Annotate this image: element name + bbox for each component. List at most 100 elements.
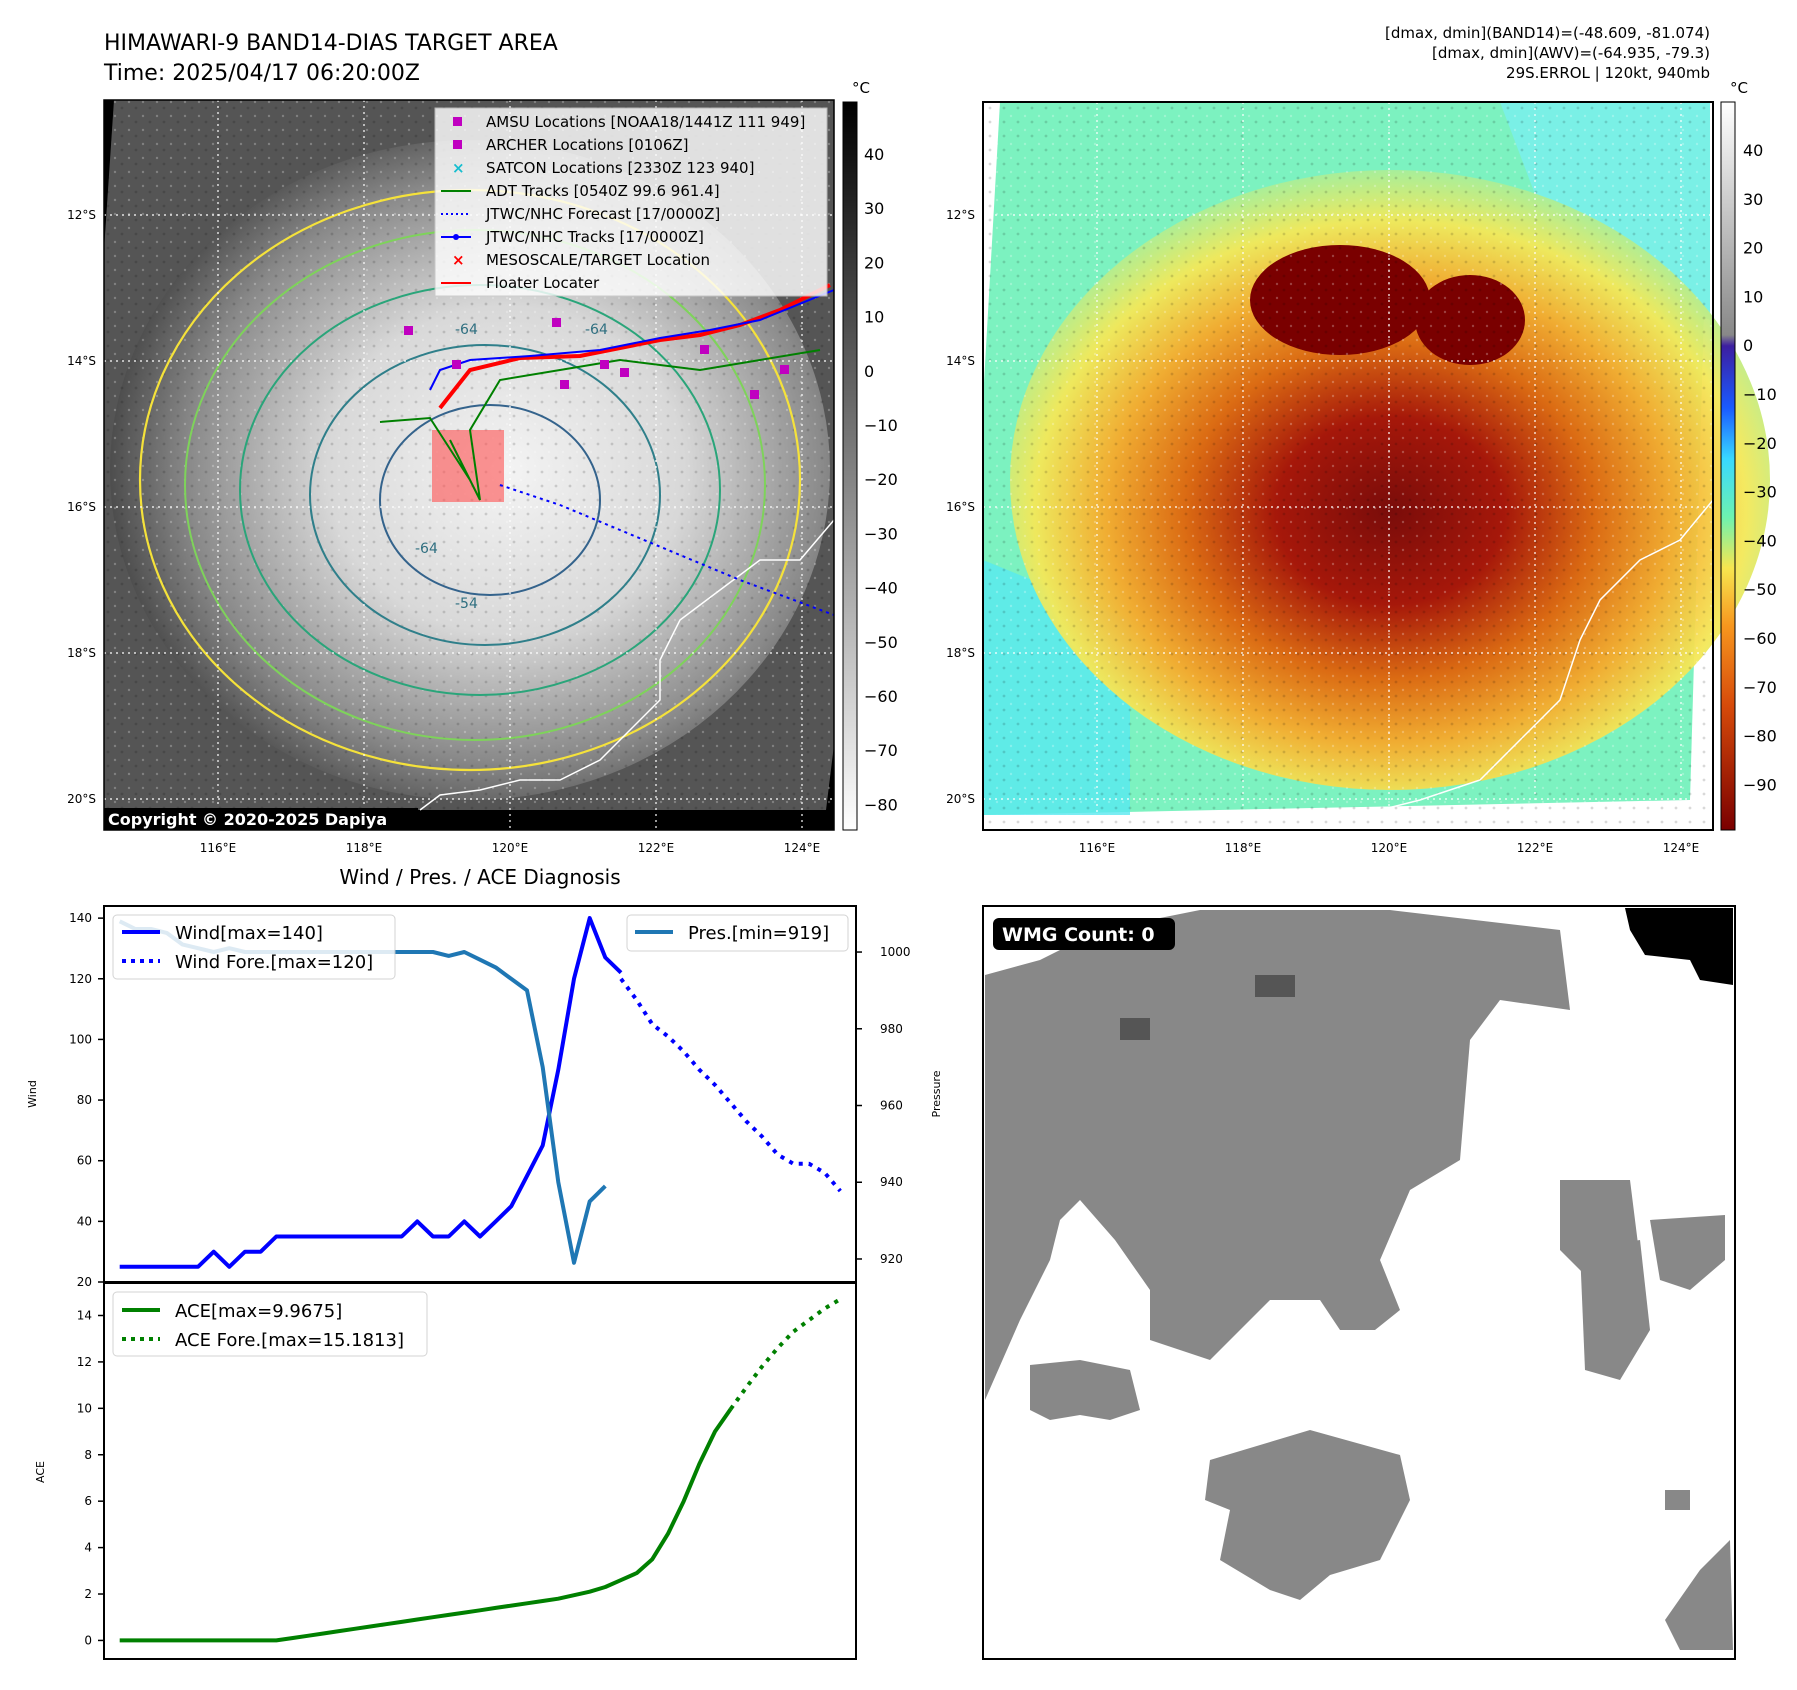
ace-axis-ticks: 0 2 4 6 8 10 12 14 (77, 1308, 104, 1647)
lon-tick-label: 120°E (492, 841, 529, 855)
contour-minus64 (379, 404, 601, 596)
colorbar-tick-label: 20 (1743, 239, 1763, 258)
wmg-region (1665, 1490, 1690, 1510)
tick-label: 12 (77, 1355, 92, 1369)
tick-label: 20 (77, 1275, 92, 1289)
lon-tick-label: 116°E (200, 841, 237, 855)
wmg-region (1300, 990, 1440, 1080)
colorbar-tick-label: −50 (1743, 580, 1777, 599)
ir-map-panel: -64 -54 -64 -64 °C 40 30 (103, 79, 898, 831)
legend-label: ARCHER Locations [0106Z] (486, 136, 689, 154)
lon-tick-label: 122°E (638, 841, 675, 855)
lat-tick-label: 12°S (67, 208, 96, 222)
color-colorbar-ticks: 40 30 20 10 0 −10 −20 −30 −40 −50 −60 −70 −80 −90 (1743, 141, 1777, 794)
wmg-panel: WMG Count: 0 (982, 905, 1736, 1660)
tick-label: 60 (77, 1154, 92, 1168)
wmg-dark-cell (1120, 1018, 1150, 1040)
lat-tick-label: 20°S (946, 792, 975, 806)
colorbar-tick-label: 10 (1743, 287, 1763, 306)
colorbar-tick-label: −70 (864, 741, 898, 760)
color-ir-map-panel: °C 40 30 20 10 0 −10 −20 −30 −40 −50 −60 −70 −80 −90 (982, 79, 1777, 831)
tick-label: 960 (880, 1099, 903, 1113)
ace-legend-label: ACE[max=9.9675] (175, 1301, 342, 1322)
lon-tick-label: 118°E (346, 841, 383, 855)
color-ir-colorbar (1720, 101, 1736, 831)
pressure-axis-ticks: 920 940 960 980 1000 (856, 945, 911, 1266)
wind-legend-label: Wind[max=140] (175, 923, 323, 944)
legend-marker (453, 140, 462, 149)
map-legend-entries: AMSU Locations [NOAA18/1441Z 111 949] ARC… (441, 113, 805, 292)
wind-axis-label: Wind (26, 1080, 39, 1108)
ace-line (119, 1407, 733, 1643)
colorbar-tick-label: −40 (1743, 531, 1777, 550)
ir-colorbar-unit: °C (852, 79, 870, 97)
tick-label: 6 (84, 1494, 92, 1508)
wind-line (619, 977, 842, 1193)
legend-label: SATCON Locations [2330Z 123 940] (486, 159, 754, 177)
ir-map-axis-labels: 116°E 118°E 120°E 122°E 124°E 12°S 14°S 16°S 18°… (67, 208, 820, 855)
jtwc-forecast-track (499, 484, 835, 616)
ir-colorbar (842, 101, 858, 831)
colorbar-tick-label: 40 (864, 145, 884, 164)
target-area-box (432, 430, 504, 502)
lat-tick-label: 18°S (946, 646, 975, 660)
wmg-dark-region (1625, 908, 1733, 985)
colorbar-tick-label: −20 (1743, 434, 1777, 453)
tick-label: 0 (84, 1633, 92, 1647)
color-map-gridlines (983, 102, 1713, 830)
colorbar-tick-label: 0 (864, 362, 874, 381)
colorbar-tick-label: 30 (1743, 190, 1763, 209)
wmg-region (1650, 1215, 1725, 1290)
color-cloud-texture (983, 102, 1713, 830)
colorbar-tick-label: −30 (1743, 483, 1777, 502)
ace-legend (112, 1291, 428, 1357)
coastline (1379, 499, 1714, 811)
colorbar-tick-label: −20 (864, 470, 898, 489)
wmg-region (1030, 1360, 1140, 1420)
colorbar-tick-label: −70 (1743, 678, 1777, 697)
tick-label: 120 (69, 972, 92, 986)
wmg-dark-cell (1255, 975, 1295, 997)
lat-tick-label: 16°S (946, 500, 975, 514)
legend-marker: × (452, 251, 465, 269)
ir-map-frame (103, 99, 835, 831)
colorbar-tick-label: −90 (1743, 775, 1777, 794)
lat-tick-label: 16°S (67, 500, 96, 514)
amsu-archer-markers (404, 318, 789, 399)
wmg-region (1580, 1240, 1650, 1380)
lat-tick-label: 14°S (946, 354, 975, 368)
contour-minus54 (309, 344, 661, 646)
legend-label: Floater Locater (486, 274, 600, 292)
tick-label: 4 (84, 1541, 92, 1555)
tick-label: 940 (880, 1175, 903, 1189)
pressure-legend-label: Pres.[min=919] (688, 923, 829, 944)
wmg-count-label: WMG Count: 0 (1002, 924, 1155, 946)
figure-time: Time: 2025/04/17 06:20:00Z (103, 61, 420, 86)
tick-label: 14 (77, 1308, 92, 1322)
tick-label: 1000 (880, 945, 911, 959)
colorbar-tick-label: 0 (1743, 336, 1753, 355)
colorbar-tick-label: −30 (864, 524, 898, 543)
lon-tick-label: 120°E (1371, 841, 1408, 855)
tick-label: 980 (880, 1022, 903, 1036)
coastline (419, 519, 835, 811)
info-awv-range: [dmax, dmin](AWV)=(-64.935, -79.3) (1432, 44, 1710, 62)
wind-axis-ticks: 20 40 60 80 100 120 140 (69, 911, 104, 1289)
contour-label: -64 (585, 322, 608, 338)
legend-label: JTWC/NHC Tracks [17/0000Z] (485, 228, 704, 246)
lon-tick-label: 124°E (1663, 841, 1700, 855)
colorbar-tick-label: −60 (864, 687, 898, 706)
tick-label: 920 (880, 1252, 903, 1266)
ace-axis-label: ACE (34, 1461, 47, 1483)
tick-label: 2 (84, 1587, 92, 1601)
pressure-legend (626, 914, 849, 952)
legend-marker: × (452, 159, 465, 177)
pressure-axis-label: Pressure (930, 1070, 943, 1117)
info-band14-range: [dmax, dmin](BAND14)=(-48.609, -81.074) (1385, 24, 1710, 42)
wind-fore-legend-label: Wind Fore.[max=120] (175, 952, 373, 973)
colorbar-tick-label: 40 (1743, 141, 1763, 160)
lon-tick-label: 116°E (1079, 841, 1116, 855)
colorbar-tick-label: −40 (864, 579, 898, 598)
lat-tick-label: 12°S (946, 208, 975, 222)
